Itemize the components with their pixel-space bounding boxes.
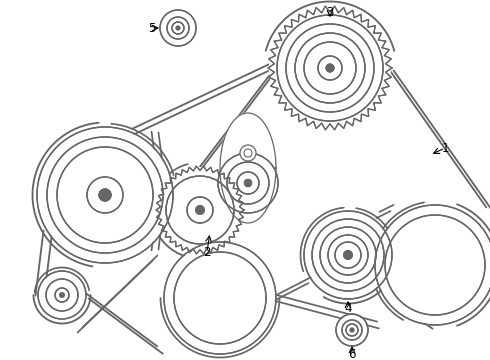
Circle shape <box>176 26 180 30</box>
Circle shape <box>98 189 111 201</box>
Text: 2: 2 <box>203 246 211 258</box>
Circle shape <box>240 145 256 161</box>
Circle shape <box>157 167 243 253</box>
Circle shape <box>161 11 195 45</box>
Circle shape <box>196 206 204 215</box>
Circle shape <box>269 7 391 129</box>
Circle shape <box>38 128 172 262</box>
Text: 3: 3 <box>326 5 334 18</box>
Circle shape <box>244 179 252 187</box>
Circle shape <box>60 293 65 297</box>
Circle shape <box>350 328 354 332</box>
Text: 5: 5 <box>148 22 156 35</box>
Circle shape <box>219 154 277 212</box>
Circle shape <box>196 206 204 215</box>
Circle shape <box>165 243 275 353</box>
Circle shape <box>39 272 85 318</box>
Circle shape <box>326 64 334 72</box>
Circle shape <box>343 251 352 260</box>
Text: 1: 1 <box>441 141 449 154</box>
Polygon shape <box>220 113 276 223</box>
Circle shape <box>244 179 252 187</box>
Circle shape <box>176 26 180 30</box>
Circle shape <box>326 64 334 72</box>
Circle shape <box>60 293 65 297</box>
Circle shape <box>305 212 391 298</box>
Circle shape <box>98 189 111 201</box>
Circle shape <box>350 328 354 332</box>
Circle shape <box>376 206 490 324</box>
Circle shape <box>343 251 352 260</box>
Circle shape <box>337 315 367 345</box>
Text: 6: 6 <box>348 348 356 360</box>
Text: 4: 4 <box>344 302 352 315</box>
